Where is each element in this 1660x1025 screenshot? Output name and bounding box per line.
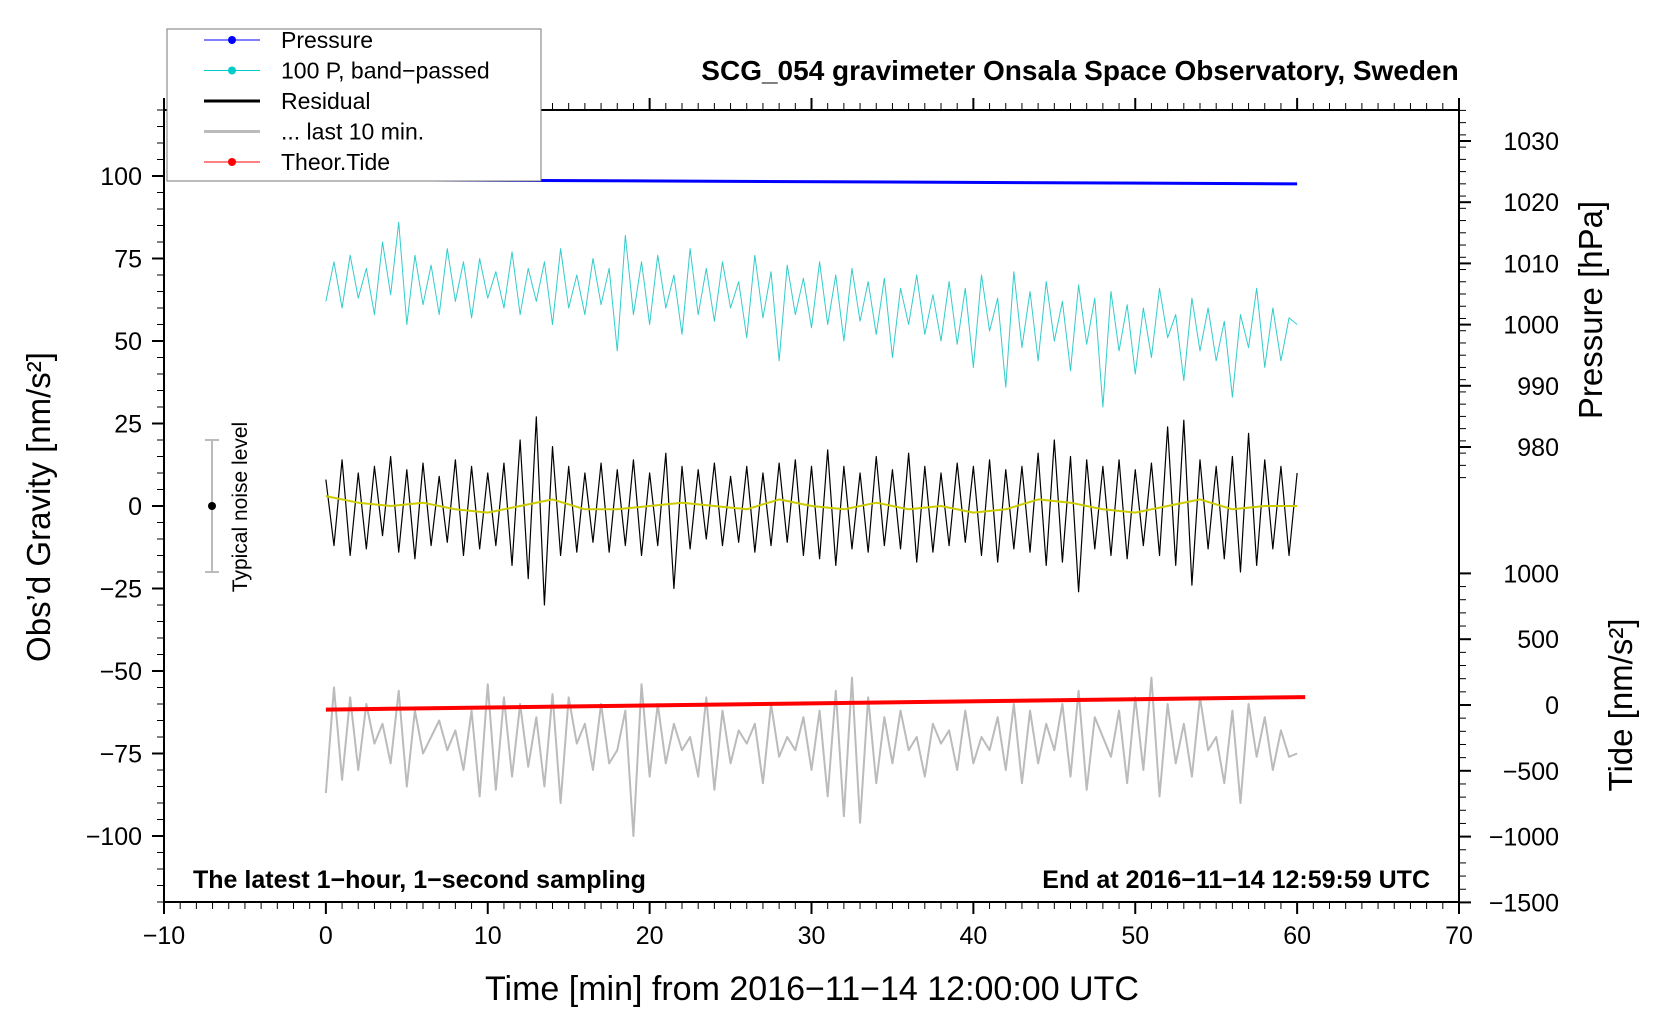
x-tick-label: 60 [1283,922,1311,950]
pressure-tick-label: 1020 [1503,189,1559,217]
series-layer [324,178,1306,837]
noise-indicator [205,439,219,573]
pressure-tick-label: 1030 [1503,128,1559,156]
x-tick-label: 50 [1121,922,1149,950]
series-theor-tide [325,695,1306,712]
y-left-tick-label: −50 [100,658,142,686]
pressure-tick-label: 990 [1517,373,1559,401]
legend-label: Pressure [281,27,373,53]
tide-tick-label: 0 [1545,692,1559,720]
pressure-tick-label: 980 [1517,434,1559,462]
tide-tick-label: 500 [1517,626,1559,654]
legend-box [166,28,542,182]
annotation-left: The latest 1−hour, 1−second sampling [193,866,646,894]
x-tick-label: 0 [319,922,333,950]
tide-tick-label: −1500 [1489,889,1559,917]
y-tide-label: Tide [nm/s²] [1602,619,1639,792]
x-tick-label: 40 [959,922,987,950]
y-left-tick-label: 50 [114,328,142,356]
legend-marker [228,158,236,166]
annotation-right: End at 2016−11−14 12:59:59 UTC [1042,866,1430,894]
y-left-tick-label: 75 [114,246,142,274]
legend-marker [228,66,236,75]
legend-label: 100 P, band−passed [281,58,490,84]
y-left-tick-label: 0 [128,493,142,521]
series-residual-smoothed [325,495,1298,514]
y-left-tick-label: −75 [100,741,142,769]
x-tick-label: −10 [143,922,185,950]
legend-label: Theor.Tide [281,149,390,175]
x-tick-label: 20 [636,922,664,950]
x-tick-label: 30 [798,922,826,950]
x-tick-label: 70 [1445,922,1473,950]
noise-dot [208,502,216,510]
y-left-tick-label: 25 [114,411,142,439]
series-residual [325,416,1298,606]
series-last-10-min [324,676,1298,837]
axes: −10 0 10 20 30 40 50 60 701007550250−25−50−75−10… [86,98,1559,950]
y-pressure-label: Pressure [hPa] [1572,201,1609,419]
pressure-tick-label: 1000 [1503,312,1559,340]
tide-tick-label: −1000 [1489,824,1559,852]
pressure-tick-label: 1010 [1503,250,1559,278]
y-left-label: Obs’d Gravity [nm/s²] [20,352,57,662]
legend-label: Residual [281,88,371,114]
noise-label: Typical noise level [229,422,252,592]
x-tick-label: 10 [474,922,502,950]
legend: Pressure 100 P, band−passed Residual ... la… [166,27,542,182]
y-left-tick-label: 100 [100,163,142,191]
chart-title: SCG_054 gravimeter Onsala Space Observat… [701,55,1458,86]
y-left-tick-label: −25 [100,576,142,604]
x-axis-label: Time [min] from 2016−11−14 12:00:00 UTC [485,970,1139,1008]
legend-marker [228,36,236,44]
tide-tick-label: −500 [1503,758,1559,786]
y-left-tick-label: −100 [86,823,142,851]
legend-label: ... last 10 min. [281,119,424,145]
tide-tick-label: 1000 [1503,560,1559,588]
series-100-p-band-passed [325,221,1298,408]
